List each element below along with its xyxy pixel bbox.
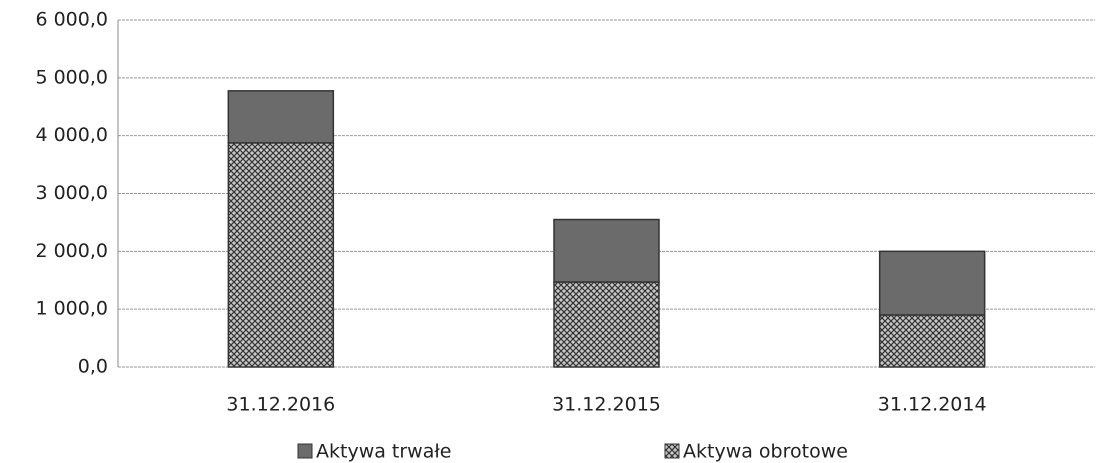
bar-segment (553, 281, 660, 368)
bar-segment (227, 142, 335, 368)
bar-segment (878, 250, 986, 316)
bar-segment (553, 218, 660, 283)
y-tick-label: 5 000,0 (35, 66, 108, 88)
legend-label: Aktywa trwałe (316, 441, 451, 463)
y-tick-label: 2 000,0 (35, 240, 108, 262)
legend-label: Aktywa obrotowe (683, 441, 848, 463)
y-tick-label: 6 000,0 (35, 9, 108, 31)
y-tick-label: 4 000,0 (35, 124, 108, 146)
x-tick-label: 31.12.2016 (226, 394, 335, 416)
y-tick-label: 3 000,0 (35, 182, 108, 204)
bar-segment (227, 90, 335, 144)
legend-swatch (297, 443, 313, 459)
legend-swatch (664, 443, 680, 459)
y-tick-label: 0,0 (78, 356, 108, 378)
y-tick-label: 1 000,0 (35, 298, 108, 320)
bar-segment (878, 314, 986, 368)
x-tick-label: 31.12.2015 (552, 394, 661, 416)
x-tick-label: 31.12.2014 (878, 394, 987, 416)
